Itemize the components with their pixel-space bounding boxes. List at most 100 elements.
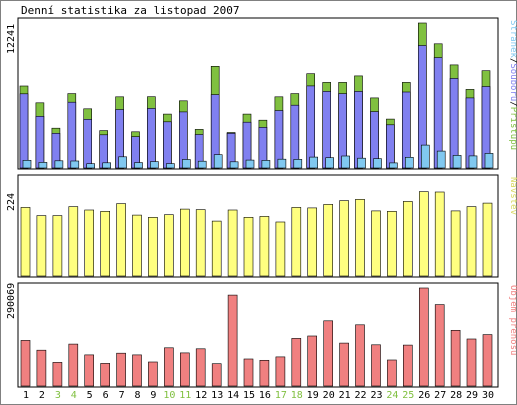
bar-hits-2-21 [341, 155, 350, 169]
bar-transfer-0-29 [466, 338, 477, 387]
bar-hits-2-19 [309, 156, 319, 169]
bar-hits-2-3 [54, 160, 64, 169]
bar-hits-1-9 [147, 108, 156, 169]
x-tick-label: 16 [259, 390, 271, 401]
bar-hits-2-4 [70, 160, 80, 169]
panel-visits-box [17, 174, 499, 278]
bar-transfer-0-23 [371, 344, 381, 387]
bar-visits-0-28 [450, 210, 461, 277]
x-tick-label: 12 [195, 390, 207, 401]
bar-transfer-0-19 [307, 335, 318, 387]
x-tick-label: 25 [402, 390, 414, 401]
x-tick-label: 17 [275, 390, 287, 401]
bar-transfer-0-4 [68, 343, 79, 387]
bar-hits-1-28 [449, 78, 459, 169]
bar-hits-2-17 [277, 158, 287, 169]
bar-transfer-0-3 [52, 362, 63, 387]
bar-visits-0-27 [434, 191, 445, 277]
x-tick-label: 6 [103, 390, 109, 401]
bar-visits-0-24 [387, 211, 397, 277]
bar-hits-1-1 [19, 93, 29, 169]
x-tick-label: 4 [71, 390, 77, 401]
bar-hits-1-10 [163, 121, 172, 169]
bar-visits-0-13 [211, 220, 222, 277]
bar-transfer-0-18 [291, 338, 302, 387]
bar-visits-0-7 [116, 203, 126, 277]
panel-visits-ymax-label: 224 [6, 193, 17, 211]
bar-transfer-0-26 [418, 287, 429, 387]
bar-visits-0-4 [68, 206, 79, 277]
bar-transfer-0-24 [387, 359, 397, 387]
bar-visits-0-29 [466, 206, 477, 277]
x-tick-label: 10 [163, 390, 175, 401]
bar-transfer-0-6 [100, 363, 110, 387]
bar-visits-0-1 [20, 207, 31, 277]
panel-hits-ymax-label: 12241 [6, 24, 17, 54]
bar-visits-0-10 [164, 214, 174, 277]
bar-visits-0-3 [52, 215, 63, 277]
x-tick-label: 18 [291, 390, 303, 401]
bar-transfer-0-2 [36, 349, 47, 387]
bar-hits-2-15 [245, 159, 255, 169]
bar-transfer-0-1 [20, 340, 31, 387]
bar-visits-0-15 [243, 217, 254, 277]
bar-transfer-0-14 [227, 294, 238, 387]
bar-hits-2-29 [468, 155, 478, 169]
bar-hits-2-14 [229, 161, 239, 169]
bar-hits-2-16 [261, 160, 271, 169]
bar-hits-2-10 [166, 163, 175, 169]
bar-visits-0-16 [259, 216, 270, 277]
bar-hits-2-12 [197, 160, 207, 169]
x-tick-label: 7 [119, 390, 125, 401]
bar-hits-2-2 [38, 162, 48, 169]
bar-hits-1-24 [386, 124, 395, 169]
bar-visits-0-18 [291, 207, 302, 277]
legend-item-hits-1: Souborů [508, 63, 517, 101]
legend-item-visits-0: Návštěv [508, 177, 517, 215]
bar-visits-0-8 [132, 214, 142, 277]
bar-visits-0-6 [100, 211, 110, 277]
bar-hits-2-30 [484, 153, 494, 169]
bar-hits-2-28 [452, 155, 462, 169]
bar-visits-0-9 [148, 217, 158, 277]
bar-hits-2-27 [436, 150, 446, 169]
legend-item-transfer-0: Objem přenosu [508, 285, 517, 355]
bar-hits-1-25 [401, 91, 411, 169]
bar-transfer-0-8 [132, 354, 142, 387]
x-tick-label: 5 [87, 390, 93, 401]
bar-hits-2-22 [357, 157, 366, 169]
series-hits-2 [22, 144, 494, 169]
chart-title: Denní statistika za listopad 2007 [21, 4, 240, 17]
x-tick-label: 19 [307, 390, 319, 401]
panel-hits: 12241 Stránek/Souborů/Přístupů [6, 17, 517, 170]
bar-transfer-0-25 [402, 344, 413, 387]
x-tick-label: 11 [179, 390, 191, 401]
x-tick-label: 8 [134, 390, 140, 401]
bar-transfer-0-17 [275, 356, 286, 387]
bar-visits-0-17 [275, 221, 286, 277]
bar-hits-2-24 [389, 162, 398, 169]
panel-transfer-ymax-label: 290069 [6, 283, 17, 319]
bar-transfer-0-15 [243, 358, 254, 387]
bar-visits-0-23 [371, 210, 381, 277]
bar-hits-1-22 [354, 91, 363, 169]
legend-item-hits-0: Stránek [508, 20, 517, 59]
bar-hits-2-20 [325, 157, 335, 169]
x-tick-label: 21 [339, 390, 351, 401]
panel-visits: 224 Návštěv [6, 174, 517, 278]
bar-transfer-0-10 [164, 347, 174, 387]
bar-transfer-0-28 [450, 329, 461, 387]
x-tick-label: 14 [227, 390, 239, 401]
bar-hits-2-23 [373, 158, 382, 169]
bar-transfer-0-11 [180, 352, 190, 387]
x-tick-label: 13 [211, 390, 223, 401]
bar-transfer-0-7 [116, 352, 126, 387]
bar-visits-0-20 [323, 204, 334, 277]
bar-hits-2-9 [150, 161, 159, 169]
panel-transfer: 290069 Objem přenosu [6, 282, 517, 388]
bar-transfer-0-9 [148, 361, 158, 387]
bar-hits-2-6 [102, 162, 111, 169]
bar-hits-1-4 [67, 101, 77, 169]
x-tick-label: 29 [466, 390, 478, 401]
